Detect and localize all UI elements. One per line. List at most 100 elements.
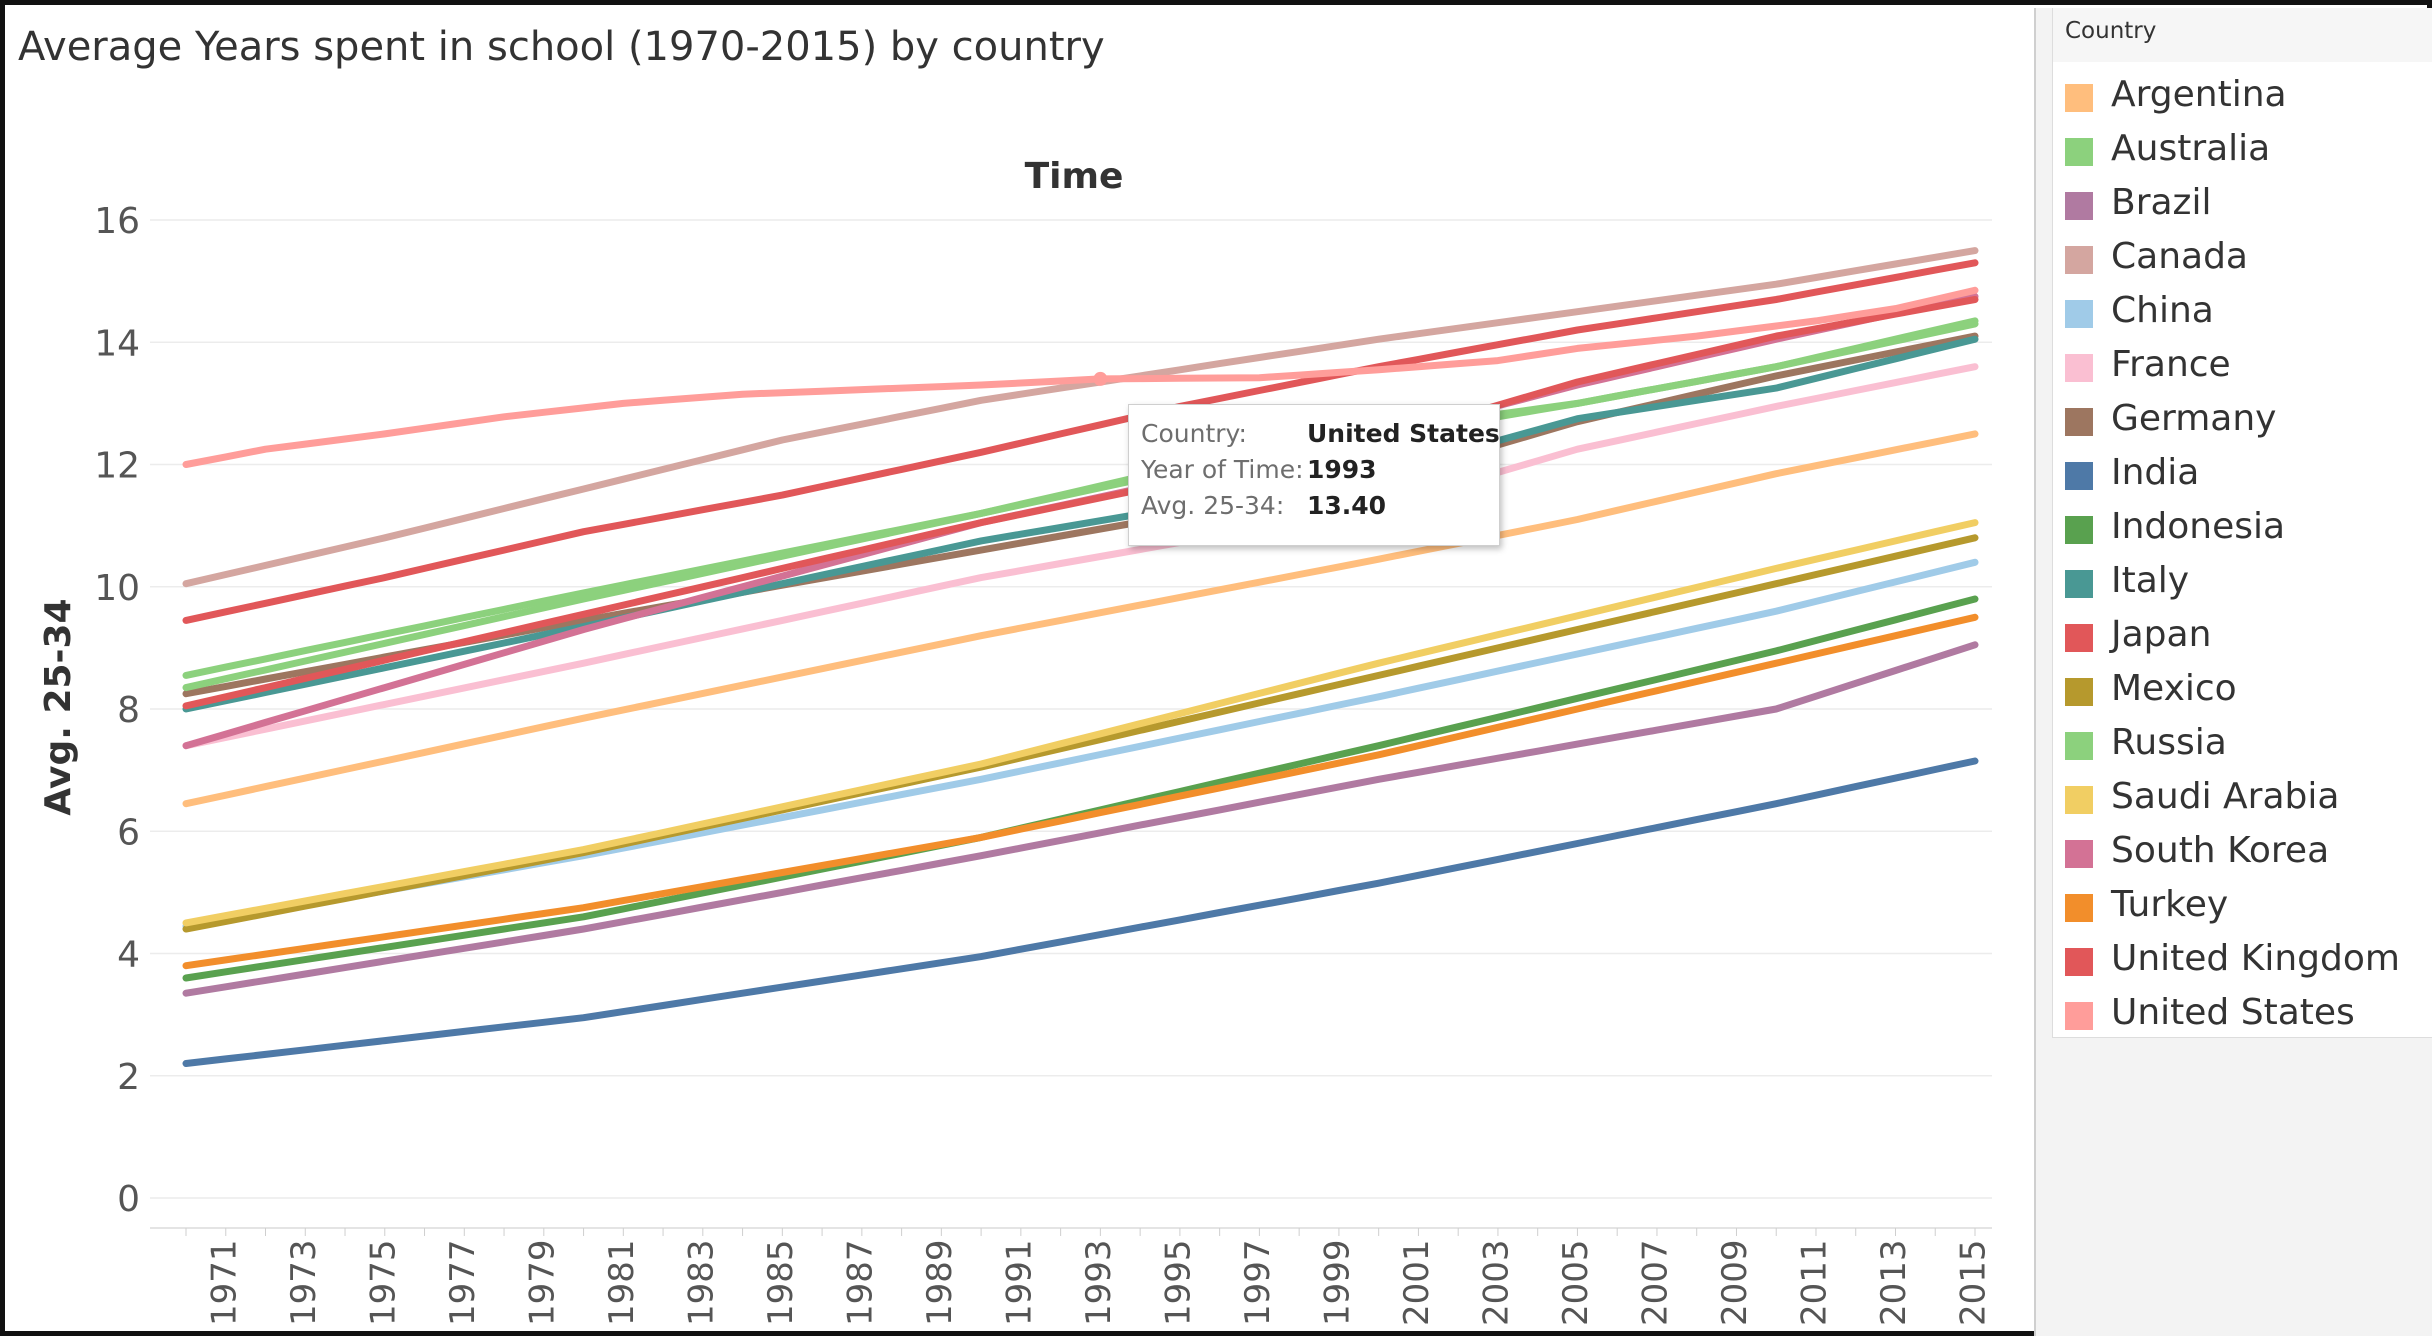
x-axis: 1971 1973 1975 1977 1979 1981 1983 1985 1987 1989… xyxy=(150,1227,1994,1326)
series-line-saudi-arabia xyxy=(182,519,1979,927)
legend-item-japan[interactable]: Japan xyxy=(2053,610,2432,664)
legend-item-mexico[interactable]: Mexico xyxy=(2053,664,2432,718)
series-line-germany xyxy=(182,332,1979,698)
legend-swatch xyxy=(2065,732,2093,760)
x-axis-title: Time xyxy=(1025,156,1124,197)
series-line-brazil xyxy=(182,641,1979,997)
x-tick-label: 1981 xyxy=(602,1239,642,1326)
y-tick-label: 12 xyxy=(94,446,140,487)
legend-item-russia[interactable]: Russia xyxy=(2053,718,2432,772)
legend-item-saudi-arabia[interactable]: Saudi Arabia xyxy=(2053,772,2432,826)
legend-item-china[interactable]: China xyxy=(2053,286,2432,340)
legend-item-turkey[interactable]: Turkey xyxy=(2053,880,2432,934)
tooltip-row-country: Country: United States xyxy=(1141,419,1500,448)
series-line-united-states xyxy=(182,286,1979,468)
legend-swatch xyxy=(2065,840,2093,868)
legend-swatch xyxy=(2065,516,2093,544)
legend-swatch xyxy=(2065,948,2093,976)
x-tick-label: 1971 xyxy=(204,1239,244,1326)
legend-swatch xyxy=(2065,1002,2093,1030)
x-tick-label: 1975 xyxy=(363,1239,403,1326)
series-line-italy xyxy=(182,335,1979,713)
x-tick-label: 2011 xyxy=(1794,1239,1834,1326)
legend-swatch xyxy=(2065,678,2093,706)
y-gridlines xyxy=(150,219,1992,1199)
legend-item-india[interactable]: India xyxy=(2053,448,2432,502)
y-tick-label: 8 xyxy=(117,690,140,731)
legend-label: Brazil xyxy=(2111,182,2212,223)
tooltip-key: Country: xyxy=(1141,419,1247,448)
line-chart: 0 2 4 6 8 10 12 14 16 1971 1973 1975 1977 1979 1981 198… xyxy=(38,156,1994,1326)
legend-swatch xyxy=(2065,192,2093,220)
series-line-turkey xyxy=(182,613,1979,970)
x-tick-label: 1983 xyxy=(681,1239,721,1326)
legend-item-united-kingdom[interactable]: United Kingdom xyxy=(2053,934,2432,988)
legend-item-brazil[interactable]: Brazil xyxy=(2053,178,2432,232)
series-line-argentina xyxy=(182,430,1979,808)
tooltip-row-value: Avg. 25-34: 13.40 xyxy=(1141,491,1386,520)
tooltip-value: 1993 xyxy=(1307,455,1377,484)
tooltip-value: United States xyxy=(1307,419,1500,448)
legend-label: Canada xyxy=(2111,236,2248,277)
legend-item-germany[interactable]: Germany xyxy=(2053,394,2432,448)
legend-label: Indonesia xyxy=(2111,506,2286,547)
series-line-canada xyxy=(182,247,1979,588)
x-tick-label: 1987 xyxy=(840,1239,880,1326)
y-tick-label: 2 xyxy=(117,1057,140,1098)
legend-item-united-states[interactable]: United States xyxy=(2053,988,2432,1042)
legend-item-argentina[interactable]: Argentina xyxy=(2053,70,2432,124)
legend-label: Russia xyxy=(2111,722,2227,763)
series-line-mexico xyxy=(182,534,1979,933)
legend-item-france[interactable]: France xyxy=(2053,340,2432,394)
x-tick-label: 1993 xyxy=(1079,1239,1119,1326)
legend-swatch xyxy=(2065,354,2093,382)
x-tick-label: 2001 xyxy=(1397,1239,1437,1326)
x-tick-label: 1973 xyxy=(284,1239,324,1326)
series-line-japan xyxy=(182,259,1979,624)
y-tick-label: 4 xyxy=(117,935,140,976)
tooltip-key: Avg. 25-34: xyxy=(1141,491,1285,520)
legend-swatch xyxy=(2065,462,2093,490)
legend-item-italy[interactable]: Italy xyxy=(2053,556,2432,610)
series-line-russia xyxy=(182,320,1979,692)
x-tick-label: 2009 xyxy=(1715,1239,1755,1326)
y-tick-label: 10 xyxy=(94,568,140,609)
legend-label: Saudi Arabia xyxy=(2111,776,2340,817)
legend-swatch xyxy=(2065,246,2093,274)
legend-swatch xyxy=(2065,300,2093,328)
legend-label: Mexico xyxy=(2111,668,2237,709)
x-tick-label: 2015 xyxy=(1954,1239,1994,1326)
tooltip: Country: United States Year of Time: 199… xyxy=(1128,404,1500,546)
x-tick-label: 1985 xyxy=(761,1239,801,1326)
y-axis: 0 2 4 6 8 10 12 14 16 xyxy=(94,201,140,1220)
legend-item-australia[interactable]: Australia xyxy=(2053,124,2432,178)
legend: Country Argentina Australia Brazil Canada Ch… xyxy=(2052,8,2432,1038)
legend-label: United States xyxy=(2111,992,2355,1033)
x-tick-label: 1977 xyxy=(443,1239,483,1326)
y-tick-label: 0 xyxy=(117,1179,140,1220)
y-axis-title: Avg. 25-34 xyxy=(38,598,79,815)
chart-title: Average Years spent in school (1970-2015… xyxy=(18,24,1105,70)
legend-swatch xyxy=(2065,84,2093,112)
x-tick-label: 2007 xyxy=(1635,1239,1675,1326)
x-tick-label: 2003 xyxy=(1476,1239,1516,1326)
series-line-india xyxy=(182,757,1979,1067)
legend-label: South Korea xyxy=(2111,830,2330,871)
legend-label: China xyxy=(2111,290,2214,331)
x-tick-label: 1995 xyxy=(1158,1239,1198,1326)
legend-label: Italy xyxy=(2111,560,2190,601)
legend-label: France xyxy=(2111,344,2231,385)
legend-label: Turkey xyxy=(2111,884,2229,925)
legend-label: Australia xyxy=(2111,128,2271,169)
legend-item-canada[interactable]: Canada xyxy=(2053,232,2432,286)
legend-swatch xyxy=(2065,624,2093,652)
x-tick-label: 2013 xyxy=(1874,1239,1914,1326)
legend-title: Country xyxy=(2053,8,2432,62)
legend-item-south-korea[interactable]: South Korea xyxy=(2053,826,2432,880)
legend-item-indonesia[interactable]: Indonesia xyxy=(2053,502,2432,556)
legend-panel: Country Argentina Australia Brazil Canada Ch… xyxy=(2034,8,2432,1336)
y-tick-label: 6 xyxy=(117,812,140,853)
tooltip-value: 13.40 xyxy=(1307,491,1387,520)
x-tick-label: 1997 xyxy=(1238,1239,1278,1326)
